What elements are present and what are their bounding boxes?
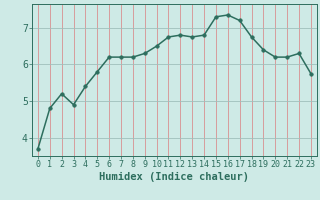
X-axis label: Humidex (Indice chaleur): Humidex (Indice chaleur) <box>100 172 249 182</box>
